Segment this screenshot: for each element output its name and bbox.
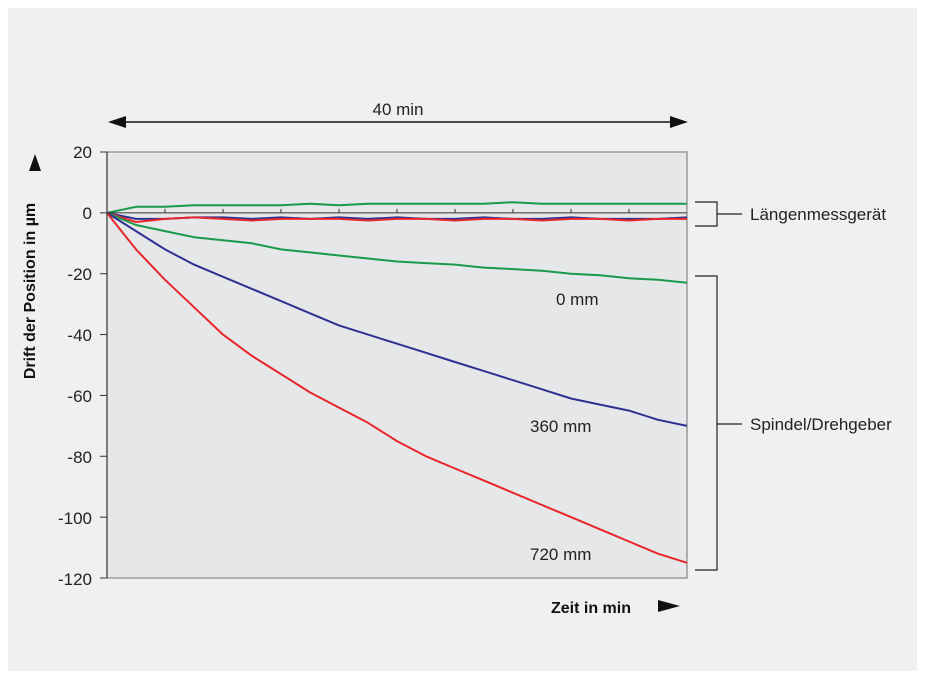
series-label-720mm: 720 mm bbox=[530, 545, 591, 564]
series-line-720mm bbox=[106, 212, 688, 564]
y-axis-arrow bbox=[29, 154, 41, 171]
y-tick-label: -20 bbox=[67, 265, 92, 284]
series-label-0mm: 0 mm bbox=[556, 290, 599, 309]
span-arrow-left-head bbox=[108, 116, 126, 128]
y-tick-label: 20 bbox=[73, 143, 92, 162]
group-label-spindel: Spindel/Drehgeber bbox=[750, 415, 892, 434]
span-label: 40 min bbox=[372, 100, 423, 119]
plot-area bbox=[106, 151, 688, 579]
series-line-0mm bbox=[106, 211, 688, 284]
series-line-green-0 bbox=[106, 201, 687, 214]
y-tick-label: -40 bbox=[67, 326, 92, 345]
series-label-360mm: 360 mm bbox=[530, 417, 591, 436]
y-tick-label: -120 bbox=[58, 570, 92, 589]
x-axis-title: Zeit in min bbox=[551, 600, 631, 617]
y-tick-label: -80 bbox=[67, 448, 92, 467]
bracket-spindel bbox=[695, 275, 718, 571]
y-tick-label: 0 bbox=[83, 204, 92, 223]
series-line-red-2 bbox=[106, 211, 687, 223]
y-tick-label: -60 bbox=[67, 387, 92, 406]
x-axis-arrow bbox=[658, 600, 680, 612]
span-arrow-right-head bbox=[670, 116, 688, 128]
series-line-360mm bbox=[106, 212, 688, 427]
group-label-laengenmessgeraet: Längenmessgerät bbox=[750, 205, 886, 224]
bracket-laengenmessgeraet bbox=[695, 201, 718, 227]
y-tick-label: -100 bbox=[58, 509, 92, 528]
y-axis-title: Drift der Position in µm bbox=[22, 203, 39, 379]
